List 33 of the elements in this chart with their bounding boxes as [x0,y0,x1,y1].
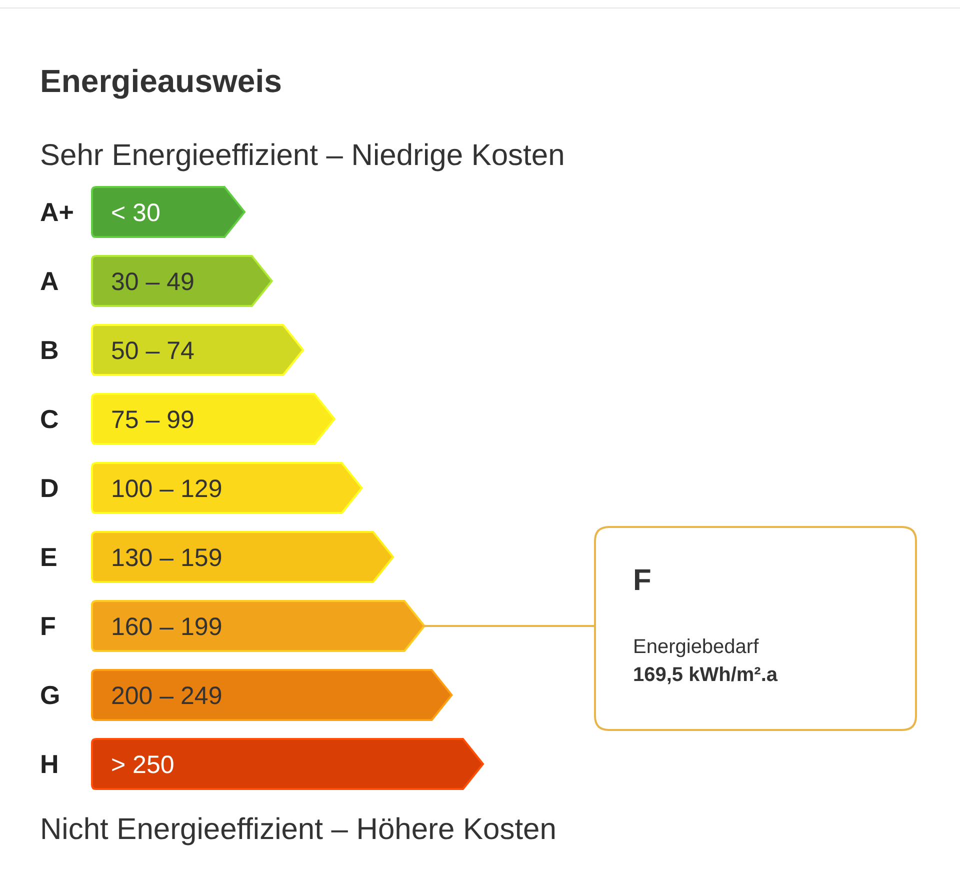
y-tick-label: E [40,542,58,572]
text: Energiebedarf [633,636,760,658]
bar [91,255,273,307]
y-tick-label: F [40,611,56,641]
annotation: 100 – 129 [111,475,222,503]
annotation: 75 – 99 [111,406,194,434]
annotation: 200 – 249 [111,682,222,710]
y-tick-label: D [40,473,59,503]
y-tick-label: A+ [40,197,74,227]
y-tick-label: H [40,749,59,779]
bar [91,669,453,721]
bar [91,462,363,514]
bar [91,600,426,652]
bar [91,324,304,376]
bar [91,186,246,238]
annotation: 30 – 49 [111,268,194,296]
annotation: > 250 [111,751,174,779]
bar [91,393,336,445]
annotation: 50 – 74 [111,337,195,365]
chart-subtitle: Sehr Energieeffizient – Niedrige Kosten [40,139,565,172]
bar [91,738,484,790]
text: F [633,564,652,597]
text: Nicht Energieeffizient – Höhere Kosten [40,813,556,846]
y-tick-label: A [40,266,59,296]
y-tick-label: G [40,680,60,710]
y-tick-label: C [40,404,59,434]
annotation: 130 – 159 [111,544,222,572]
annotation: 160 – 199 [111,613,222,641]
y-tick-label: B [40,335,59,365]
text: 169,5 kWh/m².a [633,664,778,686]
bar [91,531,394,583]
annotation: < 30 [111,199,160,227]
chart-title: Energieausweis [40,63,282,99]
